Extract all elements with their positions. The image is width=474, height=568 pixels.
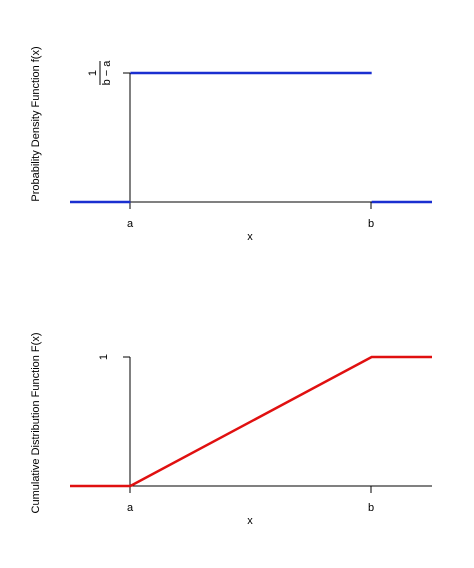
cdf-y-axis-label: Cumulative Distribution Function F(x) (30, 333, 42, 514)
cdf-x-axis-label: x (247, 515, 253, 527)
pdf-x-tick-label-a: a (127, 218, 134, 230)
pdf-panel: a b x 1 b − a Probability Density Functi… (30, 46, 432, 243)
pdf-series (70, 71, 432, 204)
cdf-series (70, 355, 432, 488)
pdf-x-axis-label: x (247, 231, 253, 243)
pdf-y-tick-numerator: 1 (87, 70, 99, 76)
cdf-y-tick-label: 1 (98, 354, 110, 360)
pdf-y-axis-label: Probability Density Function f(x) (30, 46, 42, 201)
cdf-x-tick-label-a: a (127, 502, 134, 514)
pdf-y-tick-denominator: b − a (101, 60, 113, 86)
cdf-panel: a b x 1 Cumulative Distribution Function… (30, 333, 432, 527)
cdf-line-segment-0 (70, 355, 432, 488)
pdf-y-tick-label: 1 b − a (87, 60, 113, 86)
cdf-x-tick-label-b: b (368, 502, 374, 514)
pdf-x-tick-label-b: b (368, 218, 374, 230)
